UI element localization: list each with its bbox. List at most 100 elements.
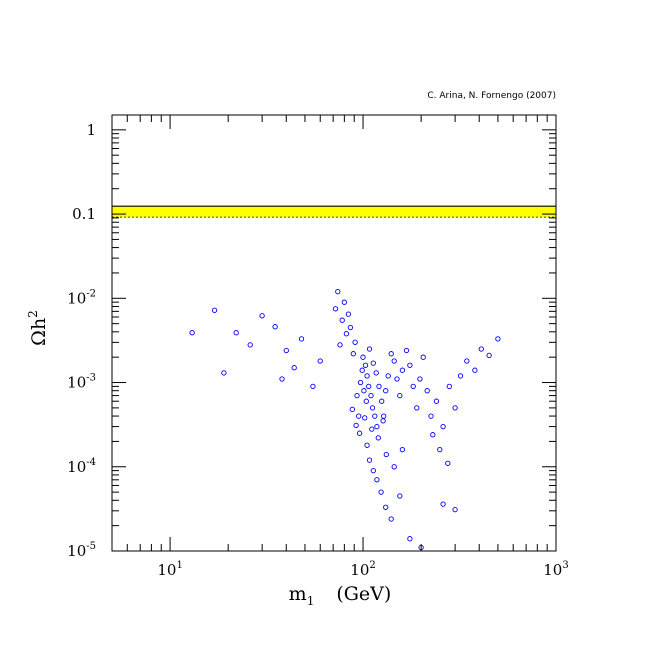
data-point [352, 339, 358, 345]
data-point [375, 435, 381, 441]
data-point [272, 324, 278, 330]
data-point [424, 388, 430, 394]
data-point [353, 422, 359, 429]
data-point [364, 442, 370, 448]
y-tick-label: 10-3 [67, 373, 96, 392]
y-tick-label: 10-4 [67, 457, 96, 476]
data-point [361, 388, 367, 394]
data-point [440, 501, 446, 507]
data-point [360, 354, 366, 360]
data-point [397, 392, 403, 399]
x-tick-label: 101 [157, 560, 182, 579]
data-point [369, 426, 375, 432]
data-point [332, 306, 339, 312]
data-point [349, 406, 355, 413]
data-point [486, 352, 492, 359]
data-point [374, 477, 380, 483]
x-tick-label: 103 [543, 560, 568, 579]
y-tick-label: 0.1 [72, 205, 96, 223]
data-point [337, 342, 343, 348]
data-point [388, 351, 394, 357]
relic-density-band [112, 205, 556, 218]
data-point [359, 367, 365, 373]
data-point [350, 351, 356, 357]
data-point [370, 360, 376, 366]
data-point [341, 299, 347, 305]
data-point [440, 423, 446, 430]
data-point [291, 365, 297, 371]
data-point [366, 346, 373, 352]
data-point [347, 324, 354, 331]
data-point [407, 536, 413, 542]
data-point [420, 354, 426, 360]
data-point [383, 504, 389, 510]
data-point [385, 373, 391, 379]
data-point [428, 413, 434, 419]
data-point [376, 383, 382, 390]
data-point [345, 311, 352, 317]
data-point [495, 336, 501, 342]
y-tick-label: 10-5 [67, 541, 96, 560]
data-point [472, 367, 478, 373]
data-point [362, 362, 369, 368]
y-tick-label: 1 [86, 121, 96, 139]
data-point [399, 446, 406, 453]
data-point [370, 467, 376, 474]
data-point [381, 413, 387, 419]
data-point [369, 405, 376, 411]
x-axis-label: m1 (GeV) [289, 583, 392, 608]
data-point [283, 347, 289, 354]
data-point [383, 451, 389, 458]
data-point [373, 370, 379, 376]
data-point [233, 330, 239, 336]
tick-labels: 101 102 103 1 0.1 10-2 10-3 10-4 10-5 [67, 121, 569, 579]
data-point [446, 383, 452, 390]
x-axis-label-sub: 1 [307, 594, 315, 608]
data-point [414, 405, 420, 411]
data-point [391, 358, 397, 364]
data-point [211, 307, 218, 313]
data-point [343, 331, 350, 337]
data-point [354, 392, 360, 399]
axis-ticks [111, 115, 557, 552]
y-axis-label-sup: 2 [26, 310, 40, 318]
data-point [388, 516, 394, 522]
data-point [410, 383, 416, 390]
data-point [221, 370, 227, 376]
data-point [317, 358, 323, 364]
data-point [364, 373, 370, 379]
credit-label: C. Arina, N. Fornengo (2007) [427, 91, 556, 101]
plot-frame [111, 114, 557, 552]
data-point [452, 405, 458, 411]
data-point [452, 506, 458, 513]
x-axis-label-main: m [289, 583, 307, 605]
data-point [279, 376, 285, 382]
data-point [335, 288, 341, 295]
data-point [368, 392, 374, 399]
data-point [259, 313, 265, 319]
band-fill [112, 206, 556, 218]
data-point [433, 398, 440, 404]
data-point [380, 418, 386, 424]
data-point [363, 398, 369, 404]
data-point [394, 376, 400, 382]
data-point [372, 413, 378, 419]
y-axis-label-main: Ωh [28, 318, 50, 346]
scatter-points [189, 288, 501, 551]
data-point [379, 398, 385, 404]
data-point [366, 383, 372, 390]
data-point [399, 367, 406, 373]
data-point [464, 358, 470, 364]
data-point [407, 362, 413, 368]
data-point [356, 413, 362, 419]
data-point [478, 346, 484, 352]
data-point [366, 457, 373, 463]
data-point [383, 388, 389, 394]
data-point [374, 423, 380, 430]
data-point [298, 336, 305, 342]
data-point [445, 460, 451, 466]
data-point [362, 415, 368, 421]
data-point [378, 489, 384, 495]
data-point [391, 464, 397, 470]
